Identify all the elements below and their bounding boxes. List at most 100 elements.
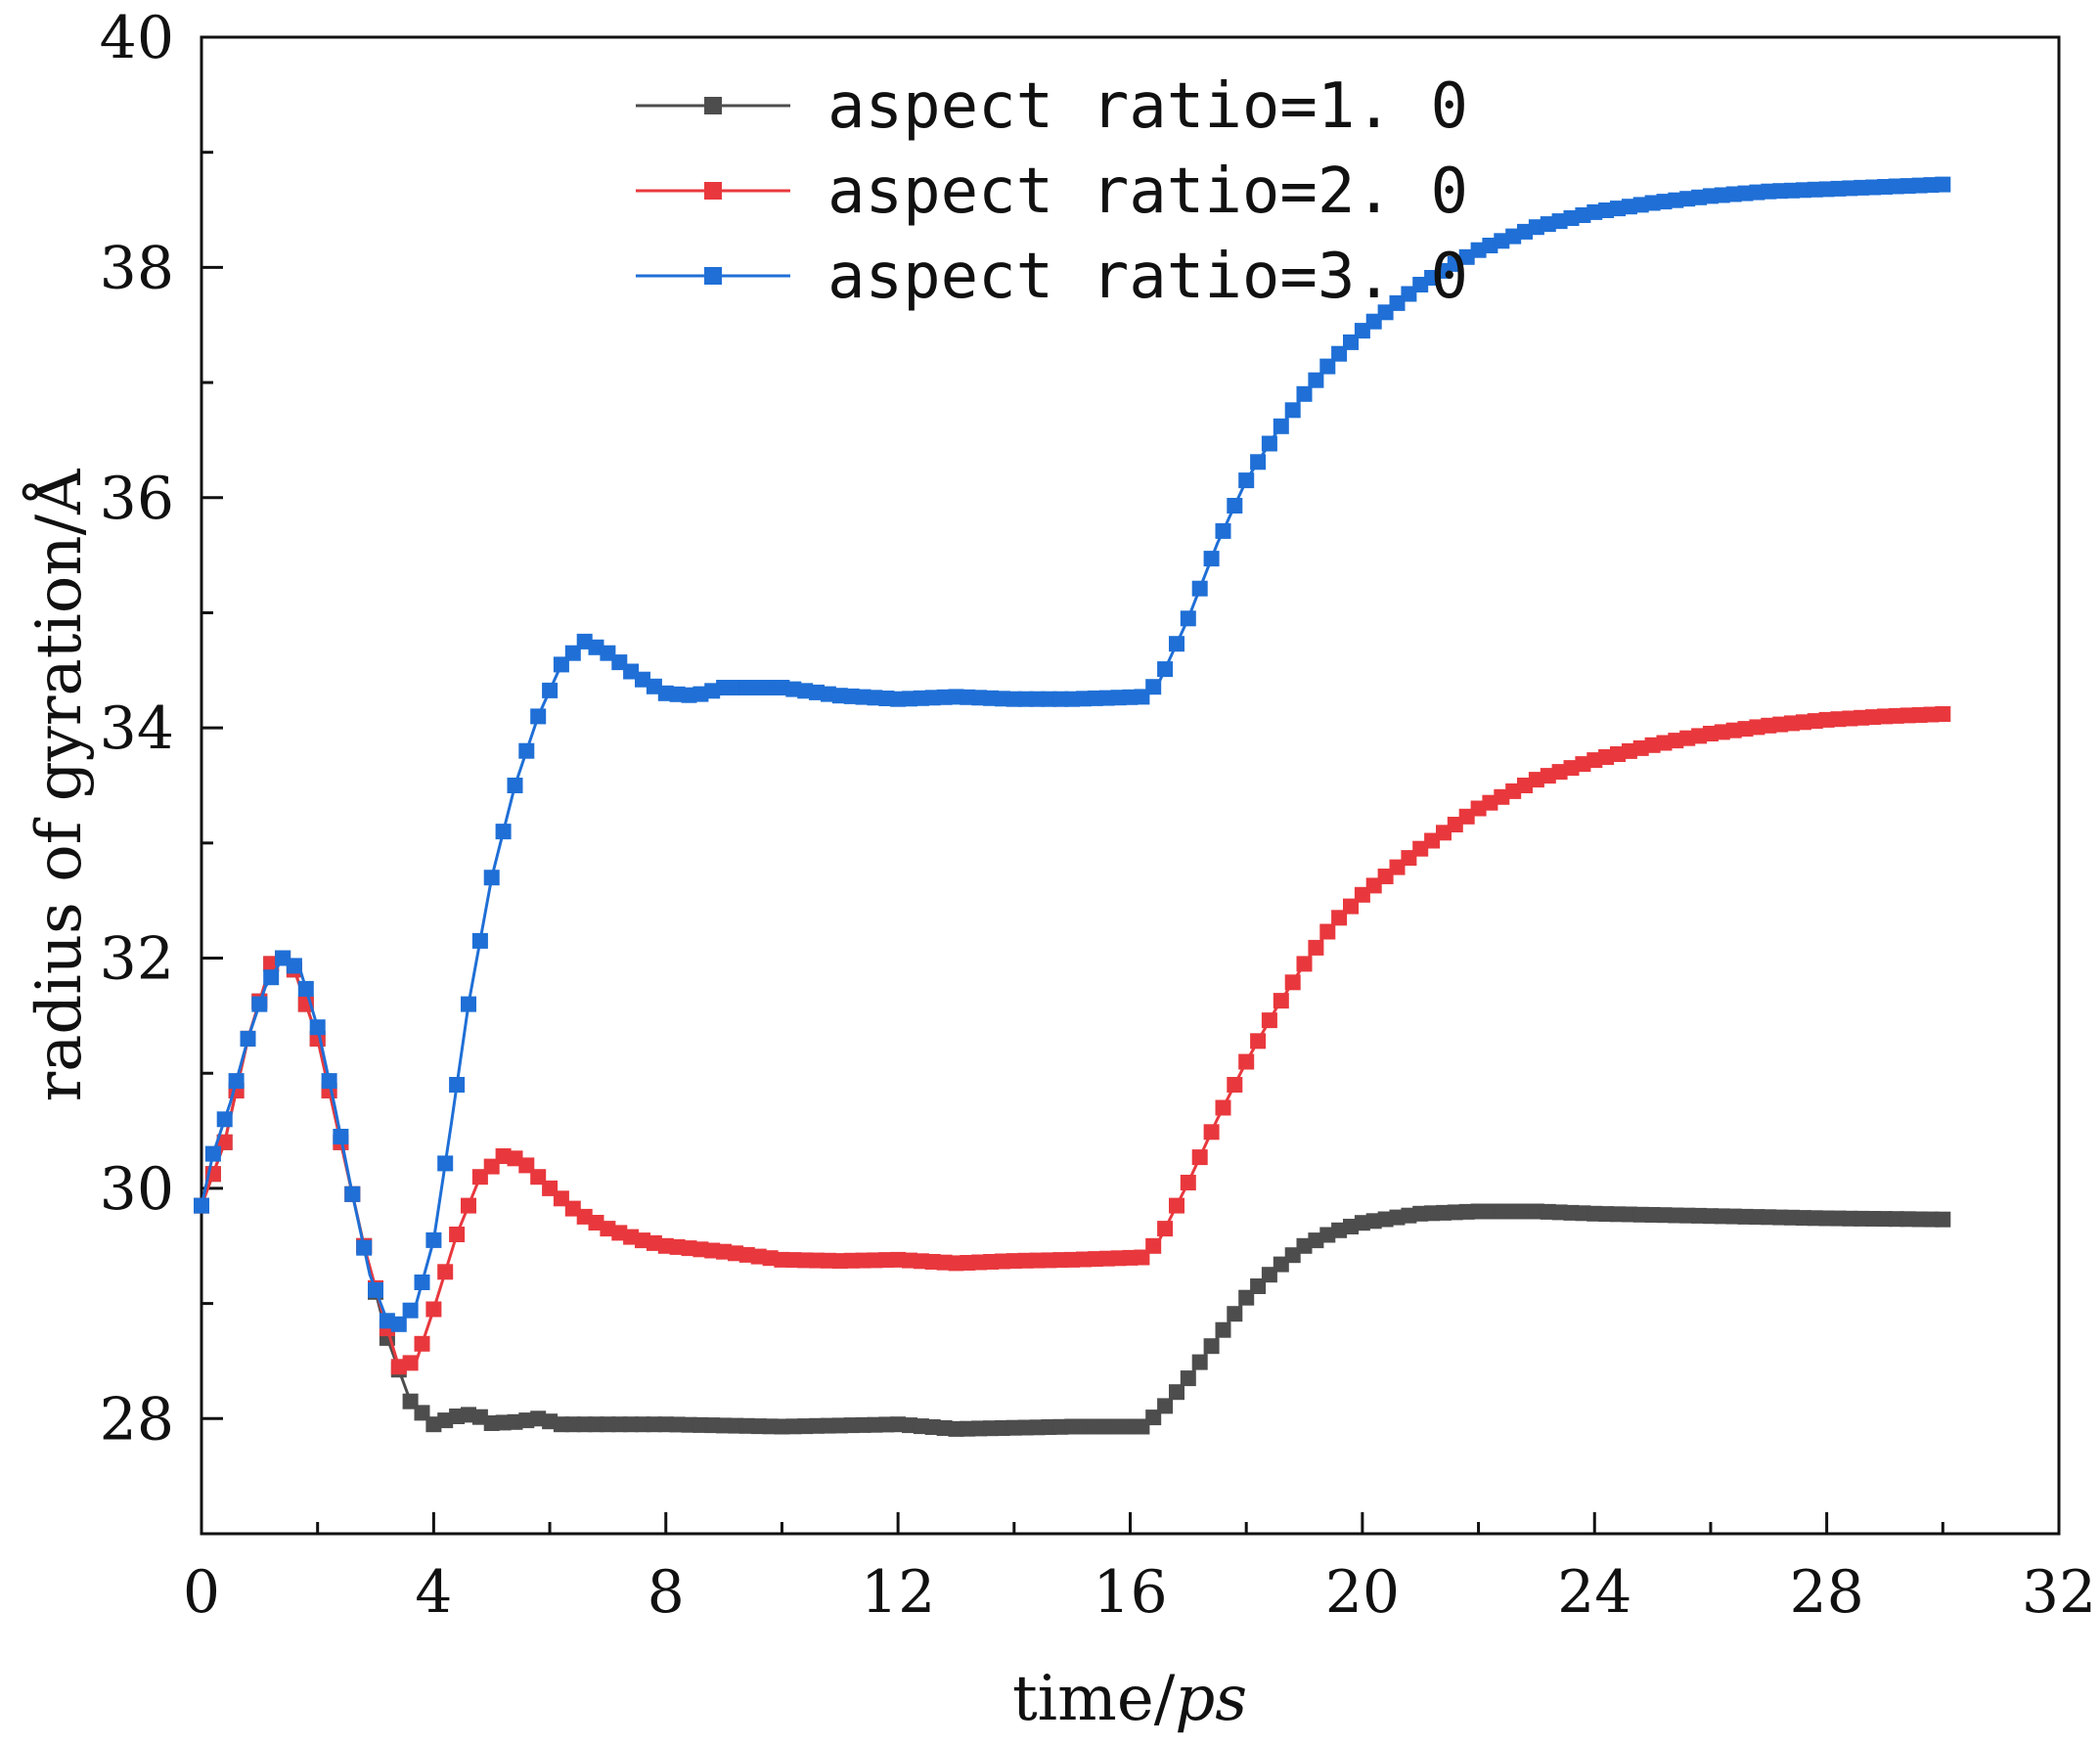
data-point xyxy=(194,1197,209,1214)
y-tick-labels: 28 30 32 34 36 38 40 xyxy=(100,4,174,1454)
y-tick-label: 38 xyxy=(100,234,174,302)
series-2 xyxy=(194,706,1951,1375)
data-point xyxy=(216,1111,233,1128)
data-point xyxy=(1215,1321,1231,1338)
x-tick-label: 24 xyxy=(1557,1558,1631,1627)
data-point xyxy=(1935,706,1951,722)
legend-marker-aspect-3 xyxy=(704,267,722,285)
x-tick-labels: 0 4 8 12 16 20 24 28 32 xyxy=(183,1558,2096,1627)
y-tick-label: 34 xyxy=(100,694,174,763)
data-point xyxy=(1191,1354,1208,1370)
data-point xyxy=(1169,1384,1184,1401)
data-point xyxy=(1203,1338,1220,1355)
data-point xyxy=(263,969,280,986)
data-point xyxy=(1284,402,1301,419)
data-point xyxy=(483,870,500,886)
data-point xyxy=(368,1281,383,1298)
x-axis-title-text: time/ xyxy=(1012,1663,1176,1735)
data-point xyxy=(437,1264,454,1280)
data-point xyxy=(402,1302,419,1319)
data-point xyxy=(1250,454,1267,470)
y-tick-label: 32 xyxy=(100,925,174,994)
data-point xyxy=(425,1231,442,1248)
data-point xyxy=(1191,1149,1208,1166)
data-point xyxy=(1145,679,1162,695)
data-point xyxy=(1319,358,1336,375)
data-point xyxy=(390,1316,407,1332)
data-point xyxy=(333,1129,349,1144)
data-point xyxy=(507,778,523,793)
data-point xyxy=(1273,418,1289,434)
data-point xyxy=(286,958,302,974)
data-point xyxy=(449,1077,466,1093)
data-point xyxy=(518,742,535,759)
x-axis-title: time/ps xyxy=(1012,1663,1247,1735)
data-point xyxy=(1169,636,1184,652)
series-line xyxy=(200,956,1944,1431)
data-point xyxy=(495,824,512,840)
legend-marker-aspect-2 xyxy=(704,182,722,200)
legend-marker-aspect-1 xyxy=(704,97,722,114)
x-tick-label: 0 xyxy=(183,1558,220,1627)
data-point xyxy=(1261,435,1277,452)
data-point xyxy=(1250,1033,1267,1050)
data-point xyxy=(1169,1197,1184,1214)
data-point xyxy=(414,1275,430,1290)
data-point xyxy=(1261,1012,1277,1029)
series-1 xyxy=(194,950,1951,1437)
x-tick-label: 28 xyxy=(1789,1558,1863,1627)
data-point xyxy=(1203,551,1220,567)
data-point xyxy=(1238,1053,1255,1070)
data-point xyxy=(297,980,314,997)
data-point xyxy=(204,1145,221,1162)
data-point xyxy=(1157,1398,1174,1414)
data-point xyxy=(1180,1370,1196,1387)
data-point xyxy=(1284,974,1301,991)
data-point xyxy=(356,1239,373,1256)
data-point xyxy=(1935,176,1951,193)
data-point xyxy=(402,1355,419,1371)
data-point xyxy=(1227,1306,1243,1322)
series-group xyxy=(194,176,1951,1437)
data-point xyxy=(1935,1211,1951,1228)
data-point xyxy=(414,1335,430,1352)
y-tick-label: 40 xyxy=(100,4,174,72)
data-point xyxy=(1319,923,1336,940)
x-tick-label: 20 xyxy=(1325,1558,1400,1627)
x-tick-label: 12 xyxy=(861,1558,935,1627)
data-point xyxy=(309,1019,326,1036)
data-point xyxy=(542,682,559,698)
x-tick-label: 4 xyxy=(415,1558,452,1627)
legend-label-aspect-1: aspect ratio=1. 0 xyxy=(827,70,1468,143)
data-point xyxy=(251,996,268,1012)
data-point xyxy=(344,1186,361,1202)
data-point xyxy=(1145,1237,1162,1254)
data-point xyxy=(471,932,488,949)
y-tick-label: 30 xyxy=(100,1155,174,1224)
data-point xyxy=(1203,1124,1220,1141)
series-3 xyxy=(194,176,1951,1332)
data-point xyxy=(1273,993,1289,1009)
data-point xyxy=(1157,661,1174,678)
x-tick-label: 16 xyxy=(1093,1558,1167,1627)
y-axis-unit: Å xyxy=(22,469,96,515)
data-point xyxy=(425,1301,442,1318)
y-tick-label: 36 xyxy=(100,465,174,533)
data-point xyxy=(1180,1175,1196,1190)
data-point xyxy=(1308,939,1324,956)
y-axis-title: radius of gyration/Å xyxy=(22,469,96,1102)
data-point xyxy=(1227,498,1243,514)
legend: aspect ratio=1. 0 aspect ratio=2. 0 aspe… xyxy=(636,70,1468,313)
data-point xyxy=(1238,472,1255,489)
data-point xyxy=(437,1155,454,1172)
data-point xyxy=(240,1030,256,1047)
data-point xyxy=(1191,580,1208,597)
data-point xyxy=(1308,372,1324,388)
x-tick-label: 32 xyxy=(2022,1558,2096,1627)
data-point xyxy=(449,1227,466,1242)
data-point xyxy=(1227,1077,1243,1093)
data-point xyxy=(461,1197,476,1214)
y-axis-title-text: radius of gyration/ xyxy=(23,514,96,1101)
data-point xyxy=(461,996,476,1012)
